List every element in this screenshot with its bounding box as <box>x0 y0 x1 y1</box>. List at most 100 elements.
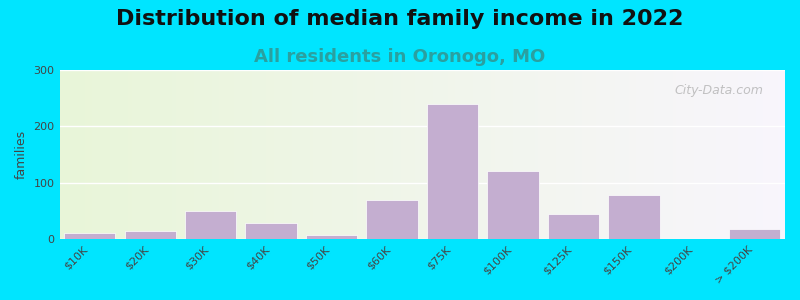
Bar <box>146 70 150 239</box>
Bar <box>241 70 245 239</box>
Bar <box>574 70 578 239</box>
Bar <box>727 70 730 239</box>
Bar <box>658 70 662 239</box>
Bar <box>415 70 418 239</box>
Bar <box>306 235 358 239</box>
Bar <box>143 70 146 239</box>
Bar <box>270 70 274 239</box>
Bar <box>709 70 713 239</box>
Bar <box>96 70 99 239</box>
Bar <box>774 70 778 239</box>
Bar <box>538 70 542 239</box>
Bar <box>767 70 770 239</box>
Bar <box>462 70 466 239</box>
Bar <box>165 70 168 239</box>
Bar <box>125 231 176 239</box>
Bar <box>633 70 636 239</box>
Bar <box>295 70 299 239</box>
Bar <box>455 70 458 239</box>
Text: Distribution of median family income in 2022: Distribution of median family income in … <box>116 9 684 29</box>
Bar <box>596 70 600 239</box>
Bar <box>730 70 734 239</box>
Bar <box>752 70 756 239</box>
Bar <box>756 70 760 239</box>
Bar <box>734 70 738 239</box>
Bar <box>168 70 172 239</box>
Bar <box>640 70 643 239</box>
Bar <box>411 70 415 239</box>
Bar <box>222 70 226 239</box>
Bar <box>448 70 451 239</box>
Bar <box>600 70 604 239</box>
Bar <box>285 70 288 239</box>
Bar <box>208 70 212 239</box>
Bar <box>778 70 782 239</box>
Bar <box>342 70 346 239</box>
Bar <box>477 70 480 239</box>
Bar <box>328 70 331 239</box>
Bar <box>302 70 306 239</box>
Bar <box>763 70 767 239</box>
Bar <box>517 70 520 239</box>
Bar <box>118 70 122 239</box>
Bar <box>586 70 589 239</box>
Bar <box>378 70 382 239</box>
Bar <box>690 70 694 239</box>
Bar <box>201 70 205 239</box>
Bar <box>292 70 295 239</box>
Bar <box>713 70 716 239</box>
Bar <box>422 70 426 239</box>
Bar <box>64 233 115 239</box>
Bar <box>618 70 622 239</box>
Bar <box>335 70 339 239</box>
Bar <box>470 70 473 239</box>
Bar <box>745 70 749 239</box>
Bar <box>357 70 361 239</box>
Bar <box>366 200 418 239</box>
Bar <box>92 70 96 239</box>
Bar <box>125 70 129 239</box>
Bar <box>238 70 241 239</box>
Bar <box>186 70 190 239</box>
Bar <box>673 70 676 239</box>
Bar <box>510 70 513 239</box>
Bar <box>346 70 350 239</box>
Bar <box>451 70 455 239</box>
Bar <box>99 70 103 239</box>
Bar <box>190 70 194 239</box>
Bar <box>234 70 238 239</box>
Bar <box>154 70 158 239</box>
Bar <box>531 70 534 239</box>
Bar <box>219 70 222 239</box>
Bar <box>426 70 430 239</box>
Bar <box>491 70 495 239</box>
Bar <box>614 70 618 239</box>
Bar <box>382 70 386 239</box>
Bar <box>430 70 433 239</box>
Bar <box>466 70 470 239</box>
Bar <box>394 70 397 239</box>
Bar <box>245 70 248 239</box>
Bar <box>578 70 582 239</box>
Bar <box>729 229 781 239</box>
Bar <box>306 70 310 239</box>
Bar <box>611 70 614 239</box>
Bar <box>132 70 136 239</box>
Bar <box>433 70 437 239</box>
Bar <box>390 70 394 239</box>
Bar <box>484 70 487 239</box>
Bar <box>110 70 114 239</box>
Bar <box>103 70 106 239</box>
Bar <box>277 70 281 239</box>
Bar <box>331 70 335 239</box>
Bar <box>608 195 659 239</box>
Bar <box>647 70 650 239</box>
Bar <box>259 70 262 239</box>
Bar <box>553 70 557 239</box>
Bar <box>683 70 687 239</box>
Bar <box>205 70 208 239</box>
Bar <box>524 70 527 239</box>
Bar <box>607 70 611 239</box>
Bar <box>643 70 647 239</box>
Bar <box>136 70 139 239</box>
